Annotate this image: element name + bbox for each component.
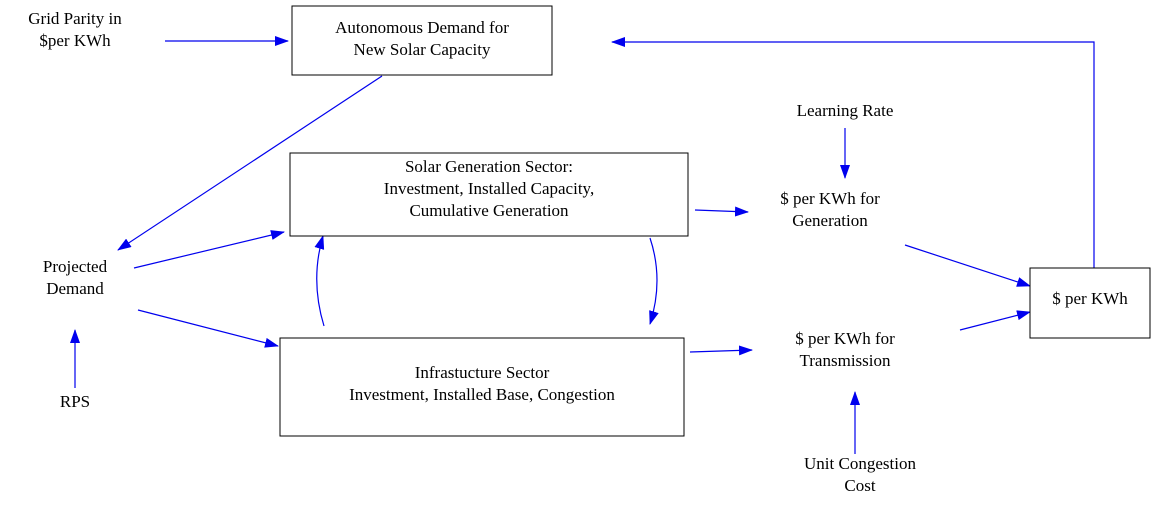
node-label: Investment, Installed Capacity, [384, 179, 594, 198]
node-label: RPS [60, 392, 90, 411]
arrow [133, 230, 285, 269]
node-label: Cost [844, 476, 875, 495]
node-label: Cumulative Generation [409, 201, 569, 220]
arrow [904, 244, 1031, 287]
node-box [291, 5, 553, 76]
node-label: Investment, Installed Base, Congestion [349, 385, 615, 404]
node-label: Projected [43, 257, 108, 276]
node-label: $ per KWh [1052, 289, 1128, 308]
node-label: Grid Parity in [28, 9, 122, 28]
node-label: Unit Congestion [804, 454, 916, 473]
arrow [649, 237, 659, 325]
node-label: Infrastucture Sector [415, 363, 550, 382]
labels: Grid Parity in $per KWh Autonomous Demand … [28, 9, 1128, 495]
node-box [289, 152, 689, 237]
arrows [70, 36, 1095, 454]
arrow [314, 235, 325, 327]
node-label: Transmission [799, 351, 891, 370]
node-label: Autonomous Demand for [335, 18, 509, 37]
node-label: Solar Generation Sector: [405, 157, 573, 176]
node-label: Generation [792, 211, 868, 230]
node-label: Learning Rate [797, 101, 894, 120]
node-label: $ per KWh for [795, 329, 895, 348]
node-label: $ per KWh for [780, 189, 880, 208]
arrow [959, 310, 1031, 331]
node-box [1029, 267, 1151, 339]
arrow [694, 206, 749, 217]
node-label: $per KWh [39, 31, 111, 50]
node-label: New Solar Capacity [354, 40, 491, 59]
arrow [137, 309, 279, 348]
node-label: Demand [46, 279, 104, 298]
node-box [279, 337, 685, 437]
arrow [689, 345, 753, 356]
arrow [117, 75, 383, 251]
arrow [611, 37, 1095, 268]
